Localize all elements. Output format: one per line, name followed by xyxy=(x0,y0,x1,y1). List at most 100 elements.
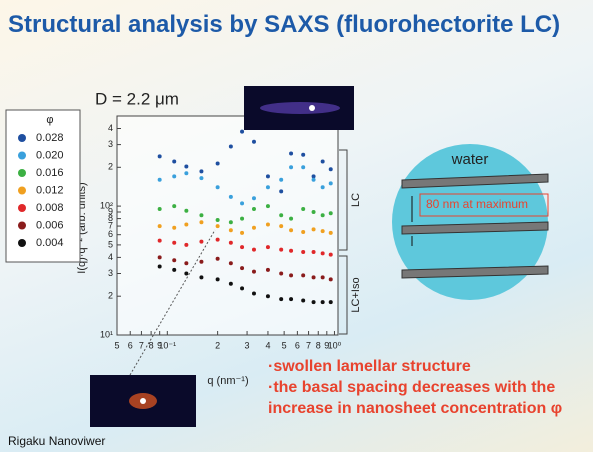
x-tick-label: 5 xyxy=(282,340,287,350)
data-point xyxy=(216,224,220,228)
data-point xyxy=(266,245,270,249)
data-point xyxy=(216,277,220,281)
x-tick-label: 6 xyxy=(295,340,300,350)
data-point xyxy=(229,228,233,232)
data-point xyxy=(329,211,333,215)
data-point xyxy=(199,169,203,173)
slide: D = 2.2 μm q (nm⁻¹) I(q)·q⁻² (arb. units… xyxy=(0,0,593,452)
legend-marker xyxy=(18,134,26,142)
data-point xyxy=(199,260,203,264)
bracket-label: LC xyxy=(350,193,362,207)
data-point xyxy=(312,300,316,304)
data-point xyxy=(329,167,333,171)
x-tick-label: 4 xyxy=(265,340,270,350)
data-point xyxy=(329,231,333,235)
data-point xyxy=(266,204,270,208)
bullet: ·swollen lamellar structure xyxy=(268,356,588,377)
x-tick-label: 5 xyxy=(114,340,119,350)
data-point xyxy=(172,258,176,262)
data-point xyxy=(301,250,305,254)
slide-title: Structural analysis by SAXS (fluorohecto… xyxy=(8,14,588,36)
data-point xyxy=(184,243,188,247)
data-point xyxy=(229,241,233,245)
diagram-annotation: 80 nm at maximum xyxy=(426,197,528,211)
data-point xyxy=(216,257,220,261)
data-point xyxy=(301,230,305,234)
data-point xyxy=(321,213,325,217)
data-point xyxy=(252,196,256,200)
data-point xyxy=(240,245,244,249)
data-point xyxy=(312,227,316,231)
data-point xyxy=(229,195,233,199)
data-point xyxy=(240,130,244,134)
data-point xyxy=(199,240,203,244)
legend-label: 0.006 xyxy=(36,219,64,231)
legend-label: 0.012 xyxy=(36,184,64,196)
y-tick-label: 2 xyxy=(108,291,113,301)
y-tick-label: 4 xyxy=(108,123,113,133)
data-point xyxy=(329,300,333,304)
legend-marker xyxy=(18,169,26,177)
data-point xyxy=(266,222,270,226)
data-point xyxy=(229,144,233,148)
y-tick-label: 5 xyxy=(108,239,113,249)
x-tick-label: 8 xyxy=(149,340,154,350)
x-tick-label: 3 xyxy=(245,340,250,350)
data-point xyxy=(172,226,176,230)
plot-frame xyxy=(117,116,338,335)
caption: Rigaku Nanoviwer xyxy=(8,434,105,448)
data-point xyxy=(158,207,162,211)
x-tick-label: 10⁻¹ xyxy=(158,340,176,350)
data-point xyxy=(158,154,162,158)
data-point xyxy=(252,291,256,295)
data-point xyxy=(252,248,256,252)
data-point xyxy=(279,224,283,228)
data-point xyxy=(158,264,162,268)
data-point xyxy=(321,275,325,279)
x-tick-label: 8 xyxy=(316,340,321,350)
y-tick-label: 6 xyxy=(108,229,113,239)
data-point xyxy=(289,249,293,253)
data-point xyxy=(301,165,305,169)
data-point xyxy=(184,171,188,175)
bullets: ·swollen lamellar structure ·the basal s… xyxy=(268,356,588,419)
data-point xyxy=(279,271,283,275)
x-axis-label: q (nm⁻¹) xyxy=(207,375,248,387)
data-point xyxy=(229,282,233,286)
data-point xyxy=(172,159,176,163)
data-point xyxy=(158,178,162,182)
legend-marker xyxy=(18,239,26,247)
legend-marker xyxy=(18,222,26,230)
data-point xyxy=(312,250,316,254)
x-tick-label: 7 xyxy=(306,340,311,350)
data-point xyxy=(184,164,188,168)
data-point xyxy=(216,185,220,189)
data-point xyxy=(172,268,176,272)
legend-marker xyxy=(18,152,26,160)
data-point xyxy=(252,140,256,144)
data-point xyxy=(279,213,283,217)
data-point xyxy=(321,300,325,304)
legend-label: 0.028 xyxy=(36,132,64,144)
legend-label: 0.008 xyxy=(36,202,64,214)
x-tick-label: 10⁰ xyxy=(328,340,342,350)
legend-marker xyxy=(18,204,26,212)
data-point xyxy=(289,228,293,232)
data-point xyxy=(289,217,293,221)
legend-label: 0.020 xyxy=(36,149,64,161)
data-point xyxy=(252,207,256,211)
data-point xyxy=(266,268,270,272)
data-point xyxy=(240,286,244,290)
data-point xyxy=(184,222,188,226)
data-point xyxy=(321,159,325,163)
x-tick-label: 7 xyxy=(139,340,144,350)
data-point xyxy=(158,239,162,243)
data-point xyxy=(266,294,270,298)
data-point xyxy=(279,297,283,301)
data-point xyxy=(184,209,188,213)
data-point xyxy=(289,297,293,301)
data-point xyxy=(289,165,293,169)
data-point xyxy=(321,229,325,233)
data-point xyxy=(216,162,220,166)
diagram-label: water xyxy=(451,151,489,168)
